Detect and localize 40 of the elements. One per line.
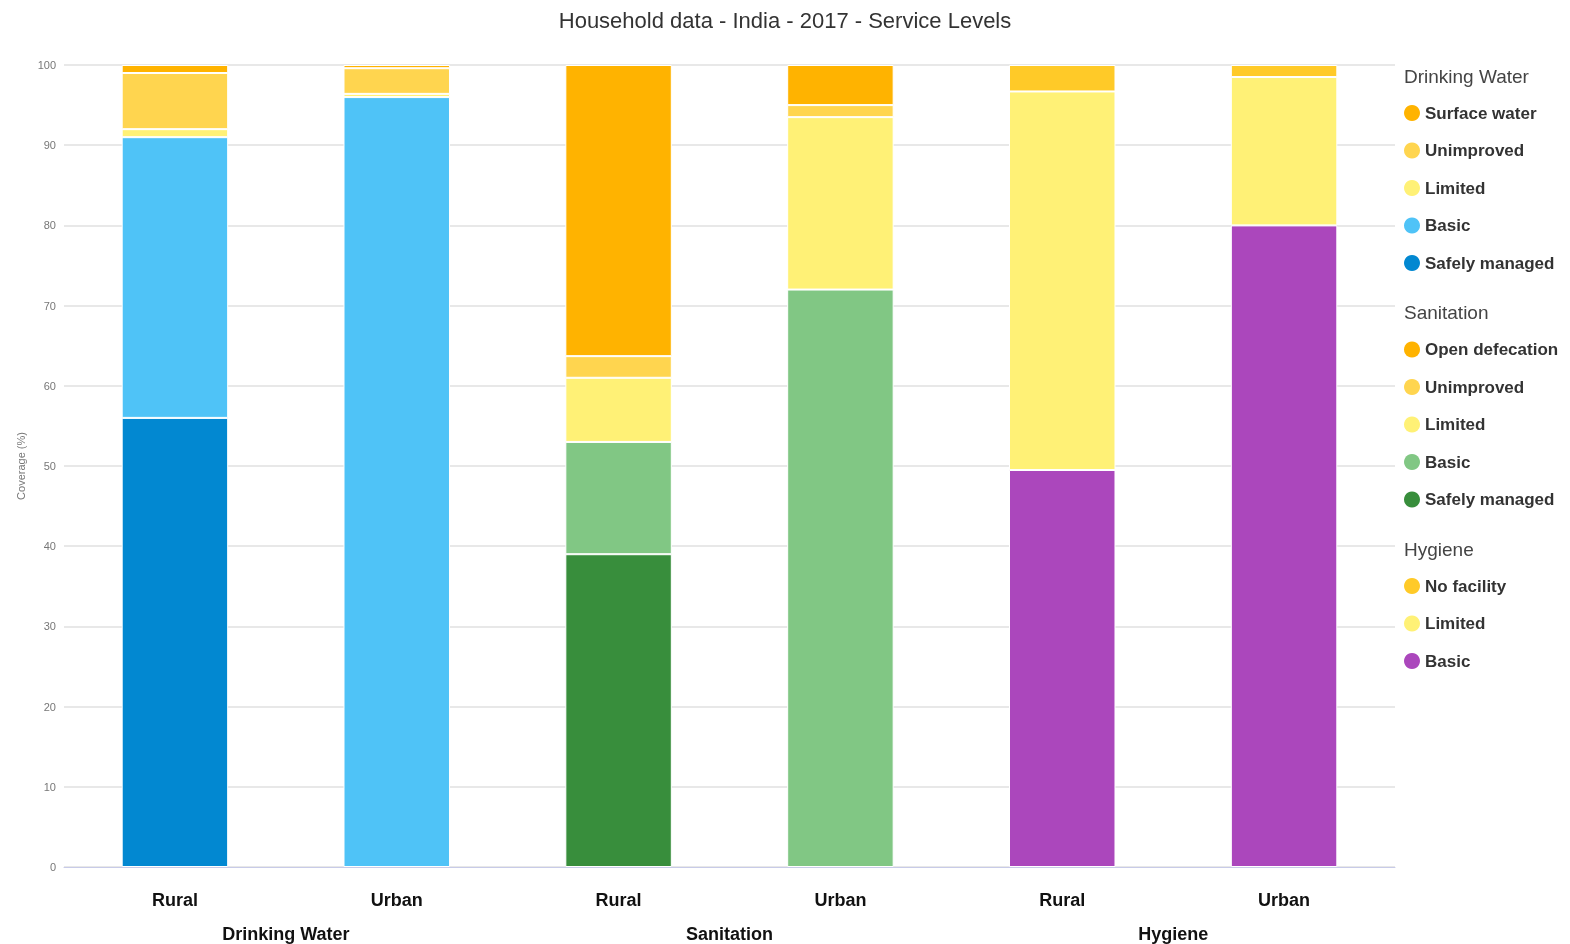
x-tick-label: Rural <box>595 890 642 910</box>
bar <box>343 97 450 867</box>
legend-label: Limited <box>1425 178 1486 198</box>
legend-label: Limited <box>1425 415 1486 434</box>
y-tick-label: 10 <box>43 780 56 793</box>
legend-label: Safely managed <box>1425 253 1555 273</box>
legend-label: No facility <box>1425 576 1507 596</box>
legend-label: Basic <box>1425 651 1471 671</box>
y-tick-label: 70 <box>43 299 56 312</box>
x-tick-label: Urban <box>1258 890 1311 910</box>
chart-title: Household data - India - 2017 - Service Levels <box>558 7 1012 33</box>
legend-label: Safely managed <box>1425 490 1555 509</box>
legend-label: Unimproved <box>1425 141 1525 160</box>
legend-label: Open defecation <box>1425 340 1559 359</box>
y-tick-label: 100 <box>37 59 56 71</box>
y-tick-label: 40 <box>43 540 56 553</box>
text: Drinking Water <box>222 924 350 944</box>
legend-label: Unimproved <box>1425 377 1525 397</box>
y-tick-label: 60 <box>43 379 56 392</box>
x-tick-label: Rural <box>151 890 198 910</box>
text: Sanitation <box>685 924 774 944</box>
x-tick-label: Urban <box>814 890 867 910</box>
text: Hygiene <box>1138 924 1209 944</box>
y-axis-title: Coverage (%) <box>14 432 27 500</box>
y-tick-label: 0 <box>49 861 56 873</box>
legend-label: Surface water <box>1425 103 1537 123</box>
y-tick-label: 20 <box>43 700 56 713</box>
y-tick-label: 30 <box>43 620 56 633</box>
y-tick-label: 80 <box>43 219 56 232</box>
y-tick-label: 50 <box>43 460 56 472</box>
legend-label: Basic <box>1425 452 1471 472</box>
text: Drinking Water <box>1404 65 1530 87</box>
x-tick-label: Urban <box>370 890 423 910</box>
text: Sanitation <box>1404 302 1489 323</box>
legend-label: Limited <box>1425 614 1486 633</box>
bar <box>343 68 450 94</box>
legend-label: Basic <box>1425 216 1471 235</box>
y-tick-label: 90 <box>43 139 56 152</box>
x-tick-label: Rural <box>1039 890 1086 910</box>
text: Hygiene <box>1404 538 1474 560</box>
